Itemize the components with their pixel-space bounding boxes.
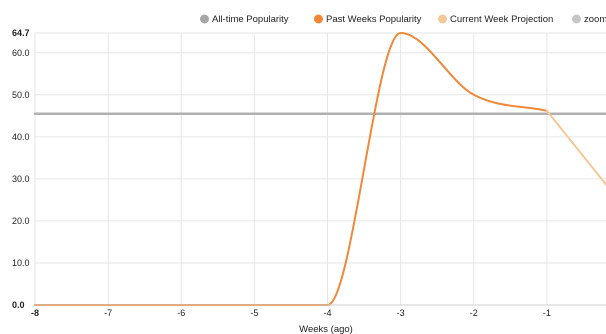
grid <box>34 32 606 306</box>
legend-label: zoom <box>584 14 606 25</box>
current-week-projection-line <box>545 109 606 187</box>
y-tick-label: 50.0 <box>12 90 30 100</box>
legend-label: All-time Popularity <box>212 14 289 25</box>
x-axis-title: Weeks (ago) <box>299 324 353 334</box>
x-tick-label: -8 <box>31 308 39 318</box>
x-tick-label: -6 <box>177 308 185 318</box>
legend-item-past-weeks-popularity[interactable]: Past Weeks Popularity <box>314 14 422 25</box>
y-tick-label: 60.0 <box>12 48 30 58</box>
legend-item-all-time-popularity[interactable]: All-time Popularity <box>200 14 289 25</box>
x-tick-label: -3 <box>397 308 405 318</box>
past-weeks-popularity-line <box>34 31 548 307</box>
legend-item-current-week-projection[interactable]: Current Week Projection <box>438 14 553 25</box>
y-tick-label: 10.0 <box>12 258 30 268</box>
legend-marker <box>572 14 581 24</box>
x-tick-label: -5 <box>250 308 258 318</box>
legend-marker <box>200 14 209 24</box>
legend-label: Past Weeks Popularity <box>326 14 422 25</box>
legend-label: Current Week Projection <box>450 14 553 25</box>
x-tick-label: -2 <box>470 308 478 318</box>
legend[interactable]: All-time Popularity Past Weeks Popularity… <box>200 14 606 25</box>
y-tick-label: 20.0 <box>12 216 30 226</box>
x-tick-label: -7 <box>104 308 112 318</box>
x-tick-label: -1 <box>543 308 551 318</box>
y-tick-label: 64.7 <box>12 28 30 38</box>
legend-marker <box>314 14 323 24</box>
legend-item-zoom[interactable]: zoom <box>572 14 606 25</box>
axes: -8 -7 -6 -5 -4 -3 -2 -1 0.0 10.0 20.0 30.0 40.0 50.0 6… <box>12 28 606 318</box>
legend-marker <box>438 14 447 24</box>
y-tick-label: 40.0 <box>12 132 30 142</box>
y-tick-label: 30.0 <box>12 174 30 184</box>
y-tick-label: 0.0 <box>12 300 25 310</box>
series-layer <box>33 31 606 307</box>
x-tick-label: -4 <box>323 308 331 318</box>
